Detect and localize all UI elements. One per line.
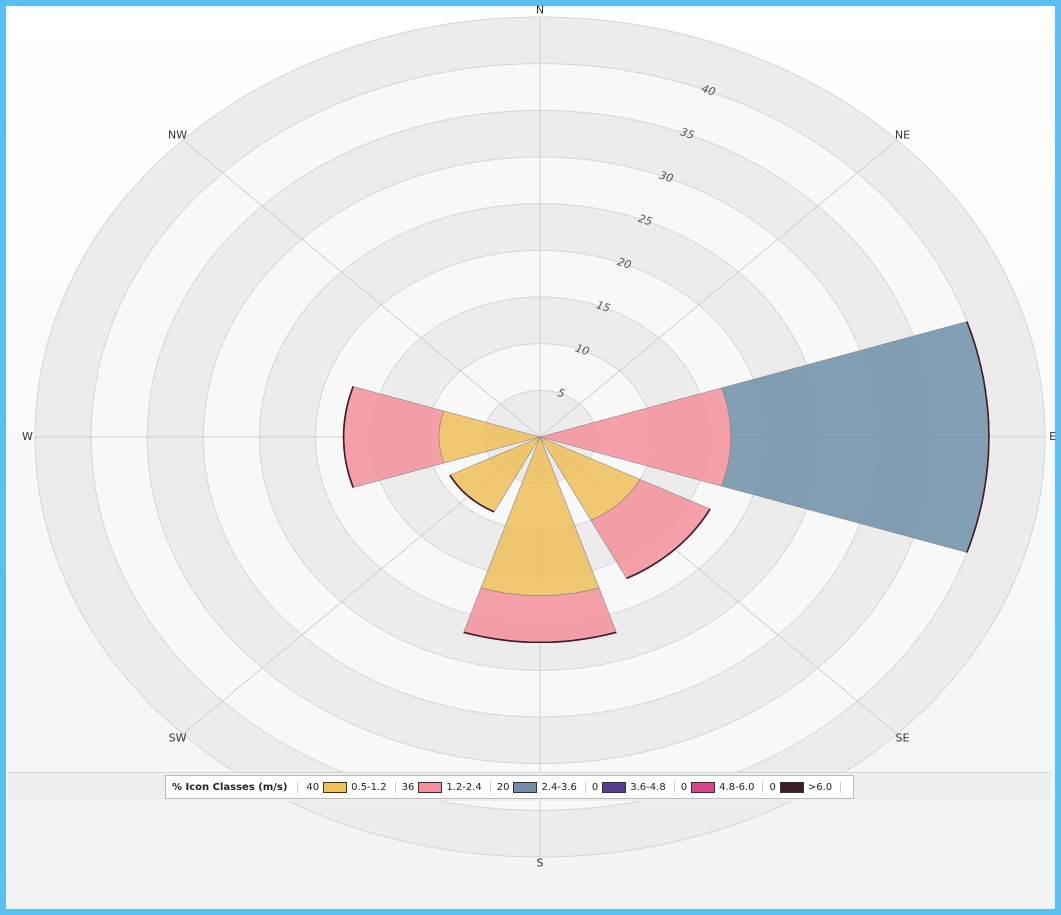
direction-label: SW xyxy=(169,731,187,744)
legend-label: 2.4-3.6 xyxy=(541,781,577,793)
legend-percent: 0 xyxy=(769,781,776,793)
sector xyxy=(449,474,495,513)
r-tick-label: 20 xyxy=(616,255,633,272)
legend-swatch xyxy=(418,781,443,793)
r-tick-label: 40 xyxy=(700,82,717,99)
legend-label: 3.6-4.8 xyxy=(630,781,666,793)
spoke xyxy=(539,139,898,438)
legend-item: 0 >6.0 xyxy=(769,781,842,793)
legend-percent: 20 xyxy=(496,781,510,793)
legend-item: 40 0.5-1.2 xyxy=(306,781,396,793)
legend-percent: 0 xyxy=(680,781,688,793)
r-tick-label: 10 xyxy=(574,342,591,359)
legend-item: 36 1.2-2.4 xyxy=(401,781,491,793)
legend-percent: 40 xyxy=(306,781,320,793)
r-tick-label: 30 xyxy=(658,169,675,186)
legend-swatch xyxy=(323,781,348,793)
r-tick-label: 35 xyxy=(679,125,696,142)
direction-label: N xyxy=(536,4,544,17)
legend-item: 20 2.4-3.6 xyxy=(496,781,586,793)
sector xyxy=(463,587,617,643)
spoke xyxy=(182,139,541,438)
legend-percent: 36 xyxy=(401,781,415,793)
legend-label: >6.0 xyxy=(807,781,833,793)
legend-swatch xyxy=(602,781,627,793)
direction-label: E xyxy=(1049,430,1056,443)
legend-item: 0 3.6-4.8 xyxy=(591,781,675,793)
r-tick-label: 25 xyxy=(637,212,654,229)
legend-label: 4.8-6.0 xyxy=(719,781,755,793)
legend-swatch xyxy=(779,781,804,793)
legend-item: 0 4.8-6.0 xyxy=(680,781,764,793)
sector xyxy=(463,631,617,644)
legend-title: % Icon Classes (m/s) xyxy=(172,781,299,793)
direction-label: SE xyxy=(895,731,909,744)
direction-label: NW xyxy=(168,129,187,142)
sector xyxy=(626,508,711,580)
sector xyxy=(342,386,354,488)
legend-label: 1.2-2.4 xyxy=(446,781,482,793)
legend: % Icon Classes (m/s) 40 0.5-1.2 36 1.2-2.4 2… xyxy=(165,775,855,799)
legend-swatch xyxy=(513,781,538,793)
legend-swatch xyxy=(691,781,716,793)
legend-label: 0.5-1.2 xyxy=(351,781,387,793)
r-tick-label: 15 xyxy=(595,298,612,315)
direction-label: NE xyxy=(895,129,910,142)
legend-percent: 0 xyxy=(591,781,599,793)
r-tick-label: 5 xyxy=(556,386,567,401)
sector xyxy=(966,321,990,553)
direction-label: S xyxy=(537,856,544,869)
direction-label: W xyxy=(22,430,33,443)
